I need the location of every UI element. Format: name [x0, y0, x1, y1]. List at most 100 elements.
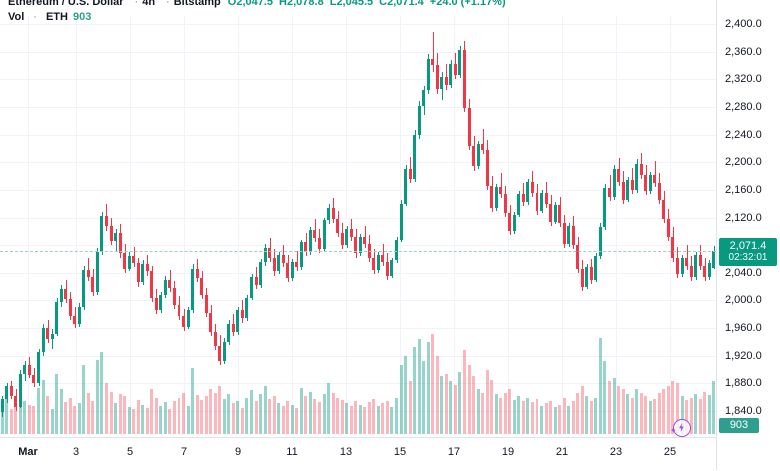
- volume-bar: [286, 401, 290, 434]
- candle-body: [145, 264, 149, 272]
- candle-body: [191, 268, 195, 311]
- volume-bar: [617, 385, 621, 434]
- candle-body: [263, 247, 267, 262]
- candle-body: [630, 180, 634, 190]
- volume-title[interactable]: Vol: [8, 10, 25, 23]
- candle-body: [281, 254, 285, 264]
- candle-body: [694, 254, 698, 277]
- volume-bar: [327, 383, 331, 434]
- candle-body: [499, 187, 503, 194]
- candle-body: [104, 216, 108, 226]
- chart-legend: Ethereum / U.S. Dollar · 4h · Bitstamp O…: [8, 0, 506, 24]
- candle-wick: [365, 225, 366, 248]
- gridline-vertical: [670, 16, 671, 434]
- gridline-horizontal: [0, 189, 716, 191]
- volume-bar: [299, 388, 303, 434]
- candle-wick: [501, 173, 502, 199]
- volume-bar: [281, 405, 285, 434]
- volume-bar: [172, 401, 176, 434]
- candle-body: [512, 214, 516, 232]
- date-tick-label: 21: [555, 446, 569, 458]
- candle-body: [136, 263, 140, 283]
- candle-body: [186, 310, 190, 327]
- volume-symbol: ETH: [45, 10, 68, 23]
- volume-bar: [59, 389, 63, 434]
- date-axis[interactable]: Mar 3 5 7 9 11 13 15 17 19 21 23 25: [0, 437, 716, 471]
- volume-bar: [376, 405, 380, 434]
- candle-wick: [383, 243, 384, 266]
- price-change: +24.0 (+1.17%): [429, 0, 506, 8]
- candle-body: [553, 205, 557, 222]
- volume-badge[interactable]: 903: [719, 418, 759, 433]
- date-tick-label: 13: [339, 446, 353, 458]
- price-tick-label: 2,000.0: [725, 294, 762, 307]
- price-axis[interactable]: 2,071.4 02:32:01 903 2,400.0 2,360.0 2,320…: [716, 0, 780, 470]
- candle-body: [703, 265, 707, 277]
- candle-body: [395, 239, 398, 261]
- candle-wick: [52, 329, 53, 349]
- volume-bar: [458, 371, 462, 434]
- gridline-horizontal: [0, 245, 716, 247]
- interval-label[interactable]: 4h: [142, 0, 156, 8]
- volume-bar: [150, 389, 154, 434]
- volume-bar: [503, 392, 507, 434]
- gridline-horizontal: [0, 24, 716, 25]
- volume-bar: [644, 396, 648, 434]
- candle-body: [123, 253, 127, 269]
- volume-bar: [104, 383, 108, 434]
- candle-body: [9, 386, 13, 396]
- volume-bar: [399, 364, 403, 434]
- price-tick-label: 2,280.0: [725, 100, 762, 113]
- price-tick-label: 2,200.0: [725, 156, 762, 169]
- volume-bar: [585, 396, 589, 434]
- candle-body: [82, 270, 86, 308]
- volume-bar: [240, 408, 244, 434]
- candle-body: [562, 223, 566, 244]
- ai-lightning-icon[interactable]: ✦: [670, 419, 691, 437]
- candle-body: [213, 332, 217, 347]
- price-tick-label: 2,360.0: [725, 45, 762, 58]
- candle-body: [27, 365, 31, 376]
- chart-plot-area[interactable]: [0, 16, 716, 434]
- volume-bar: [109, 391, 113, 434]
- price-tick-label: 2,120.0: [725, 211, 762, 224]
- candle-body: [182, 315, 186, 327]
- candle-body: [413, 134, 417, 179]
- gridline-vertical: [76, 16, 77, 434]
- date-tick-label: 15: [393, 446, 407, 458]
- symbol-title[interactable]: Ethereum / U.S. Dollar: [8, 0, 124, 8]
- candle-body: [277, 254, 281, 272]
- volume-bar: [512, 399, 516, 434]
- candle-body: [358, 236, 362, 254]
- gridline-vertical: [616, 16, 617, 434]
- candle-body: [503, 194, 507, 214]
- price-tick-label: 2,160.0: [725, 183, 762, 196]
- lightning-bolt-glyph: [679, 423, 684, 432]
- volume-bar: [245, 397, 249, 434]
- candle-body: [490, 185, 494, 208]
- current-price-badge[interactable]: 2,071.4 02:32:01: [719, 238, 777, 267]
- volume-bar: [186, 405, 190, 434]
- candle-body: [23, 365, 27, 374]
- candle-body: [32, 375, 36, 384]
- candle-body: [408, 169, 412, 179]
- volume-bar: [576, 392, 580, 434]
- volume-bar: [304, 396, 308, 434]
- volume-bar: [46, 396, 50, 434]
- exchange-label[interactable]: Bitstamp: [173, 0, 221, 8]
- candle-body: [571, 225, 575, 246]
- price-tick-label: 2,040.0: [725, 266, 762, 279]
- candle-body: [617, 169, 621, 182]
- price-tick-label: 2,320.0: [725, 73, 762, 86]
- volume-bar: [141, 404, 145, 434]
- volume-bar: [259, 394, 263, 434]
- volume-bar: [277, 403, 281, 434]
- legend-separator-1: ·: [134, 0, 139, 8]
- bar-countdown: 02:32:01: [728, 252, 768, 264]
- volume-bar: [182, 392, 186, 434]
- volume-bar: [553, 406, 557, 434]
- volume-bar: [168, 409, 172, 434]
- candle-body: [367, 243, 371, 258]
- candle-body: [712, 251, 716, 268]
- candle-body: [707, 263, 711, 277]
